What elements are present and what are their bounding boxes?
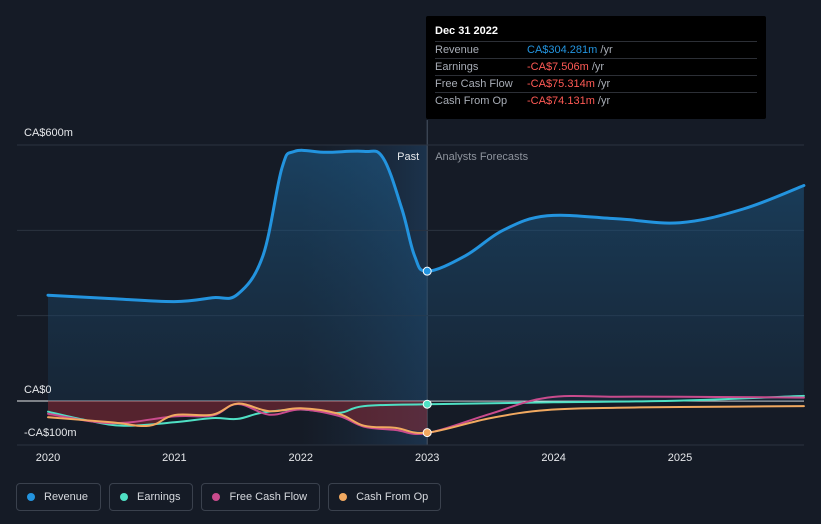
tooltip: Dec 31 2022 Revenue CA$304.281m /yr Earn… — [426, 16, 766, 119]
legend-label: Cash From Op — [356, 491, 429, 503]
legend-item-free-cash-flow[interactable]: Free Cash Flow — [201, 483, 321, 511]
legend-dot-icon — [27, 493, 35, 501]
legend-item-revenue[interactable]: Revenue — [16, 483, 102, 511]
legend-label: Revenue — [44, 491, 89, 503]
tooltip-value: CA$304.281m — [527, 44, 598, 56]
x-tick-label: 2020 — [36, 452, 60, 464]
tooltip-unit: /yr — [594, 95, 611, 107]
legend-dot-icon — [339, 493, 348, 501]
forecast-label: Analysts Forecasts — [435, 151, 528, 163]
tooltip-unit: /yr — [597, 44, 613, 56]
tooltip-label: Revenue — [435, 44, 480, 56]
tooltip-row-free-cash-flow: Free Cash Flow -CA$75.314m /yr — [435, 75, 757, 93]
data-point-marker — [422, 428, 432, 438]
y-label-zero: CA$0 — [24, 384, 52, 396]
tooltip-row-cash-from-op: Cash From Op -CA$74.131m /yr — [435, 92, 757, 110]
tooltip-value: -CA$75.314m — [527, 78, 595, 90]
series-line-revenue — [46, 148, 806, 304]
past-label: Past — [397, 151, 419, 163]
tooltip-row-earnings: Earnings -CA$7.506m /yr — [435, 58, 757, 76]
tooltip-label: Cash From Op — [435, 95, 508, 107]
tooltip-date: Dec 31 2022 — [435, 25, 498, 37]
tooltip-value: -CA$7.506m — [527, 61, 589, 73]
tooltip-unit: /yr — [594, 78, 611, 90]
data-point-marker — [422, 399, 432, 409]
x-tick-label: 2021 — [162, 452, 186, 464]
revenue-area — [48, 150, 804, 401]
tooltip-label: Earnings — [435, 61, 479, 73]
tooltip-unit: /yr — [588, 61, 605, 73]
tooltip-label: Free Cash Flow — [435, 78, 513, 90]
y-label-top: CA$600m — [24, 127, 73, 139]
x-tick-label: 2023 — [415, 452, 439, 464]
y-label-bottom: -CA$100m — [24, 427, 77, 439]
x-tick-label: 2025 — [668, 452, 692, 464]
legend-dot-icon — [120, 493, 129, 501]
tooltip-value: -CA$74.131m — [527, 95, 595, 107]
legend-item-earnings[interactable]: Earnings — [109, 483, 194, 511]
data-point-marker — [422, 266, 432, 276]
tooltip-row-revenue: Revenue CA$304.281m /yr — [435, 41, 757, 59]
x-tick-label: 2022 — [289, 452, 313, 464]
x-tick-label: 2024 — [541, 452, 565, 464]
legend-label: Earnings — [137, 491, 181, 503]
legend-label: Free Cash Flow — [229, 491, 308, 503]
series-line-cash-from-op — [47, 402, 805, 434]
legend-dot-icon — [212, 493, 221, 501]
legend: Revenue Earnings Free Cash Flow Cash Fro… — [16, 483, 442, 511]
series-line-free-cash-flow — [47, 395, 805, 436]
legend-item-cash-from-op[interactable]: Cash From Op — [328, 483, 442, 511]
